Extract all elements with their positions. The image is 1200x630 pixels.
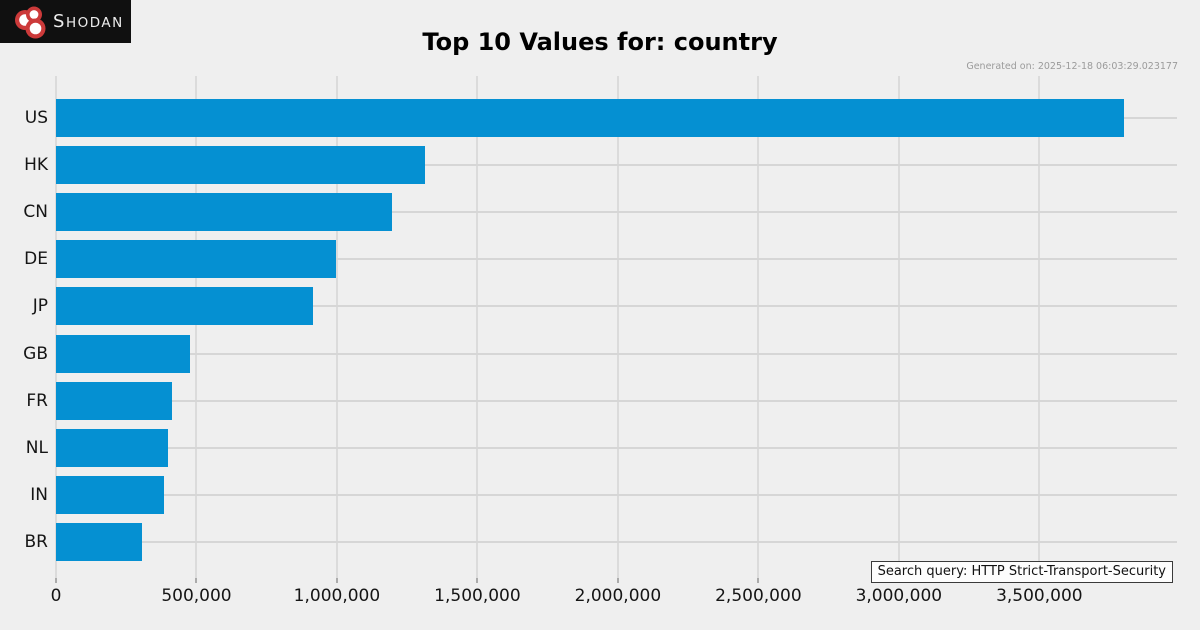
x-tick-mark: [55, 578, 57, 583]
x-tick-label: 3,000,000: [855, 586, 943, 606]
shodan-brand-text: SHODAN: [53, 11, 124, 32]
bar-in: [56, 476, 164, 515]
bar-row-nl: NL: [26, 424, 1177, 471]
brand-first-letter: S: [53, 11, 66, 32]
page-title: Top 10 Values for: country: [422, 28, 778, 56]
x-gridline: [1038, 76, 1041, 578]
x-tick-mark: [335, 578, 338, 583]
x-tick-label: 1,500,000: [434, 586, 521, 606]
x-tick-label: 500,000: [161, 586, 232, 606]
y-gridline: [56, 305, 1177, 308]
bar-hk: [56, 145, 426, 184]
y-axis-label-in: IN: [30, 485, 48, 506]
bar-row-in: IN: [30, 472, 1177, 519]
x-gridline: [757, 76, 760, 578]
shodan-cluster-icon: [15, 6, 46, 38]
x-tick-label: 3,500,000: [996, 586, 1083, 606]
x-gridline: [616, 76, 619, 578]
x-gridline: [335, 76, 338, 578]
y-axis-label-hk: HK: [24, 154, 48, 175]
search-query-badge: Search query: HTTP Strict-Transport-Secu…: [870, 561, 1173, 583]
bar-row-hk: HK: [24, 141, 1177, 188]
bar-row-br: BR: [25, 519, 1177, 566]
x-tick-mark: [476, 578, 479, 583]
bar-row-de: DE: [24, 236, 1177, 283]
bar-rows: US HK CN DE JP GB FR NL IN BR: [23, 94, 1177, 566]
brand-rest: HODAN: [65, 15, 124, 31]
y-gridline: [56, 494, 1177, 497]
bar-fr: [56, 381, 173, 420]
plot-area: 0 500,000 1,000,000 1,500,000 2,000,000 2,500…: [23, 76, 1177, 606]
bar-row-jp: JP: [33, 283, 1177, 330]
x-tick-label: 2,500,000: [715, 586, 802, 606]
x-tick-mark: [195, 578, 198, 583]
y-gridline: [56, 163, 1177, 166]
y-axis-label-us: US: [24, 107, 48, 128]
y-axis-label-de: DE: [24, 249, 48, 270]
y-axis-label-fr: FR: [26, 390, 48, 411]
bar-us: [56, 98, 1124, 137]
y-gridline: [56, 352, 1177, 355]
y-gridline: [56, 258, 1177, 261]
y-axis-label-jp: JP: [32, 296, 48, 317]
y-axis-label-nl: NL: [25, 438, 48, 459]
x-tick-mark: [757, 578, 760, 583]
x-gridline: [476, 76, 479, 578]
bar-row-gb: GB: [23, 330, 1177, 377]
bar-br: [56, 523, 143, 562]
y-gridline: [56, 541, 1177, 544]
x-tick-label: 2,000,000: [574, 586, 662, 606]
y-gridline: [56, 211, 1177, 213]
bar-de: [56, 240, 336, 279]
bar-nl: [56, 429, 169, 468]
y-axis-label-br: BR: [24, 532, 48, 553]
bar-row-cn: CN: [23, 188, 1177, 235]
y-axis-label-cn: CN: [23, 202, 48, 222]
x-gridline: [897, 76, 900, 578]
x-gridline: [195, 76, 198, 578]
generated-timestamp: Generated on: 2025-12-18 06:03:29.023177: [966, 61, 1178, 72]
y-axis-label-gb: GB: [23, 343, 48, 364]
x-tick-mark: [616, 578, 619, 583]
bar-gb: [56, 334, 190, 373]
x-tick-label: 0: [50, 586, 62, 606]
y-gridline: [56, 447, 1177, 450]
y-gridline: [56, 399, 1177, 402]
bar-row-us: US: [25, 94, 1177, 141]
x-gridline: [55, 76, 57, 578]
x-tick-label: 1,000,000: [293, 586, 381, 606]
shodan-logo: SHODAN: [0, 0, 131, 43]
bar-row-fr: FR: [26, 377, 1177, 424]
bar-cn: [56, 193, 393, 231]
bar-jp: [56, 287, 313, 326]
